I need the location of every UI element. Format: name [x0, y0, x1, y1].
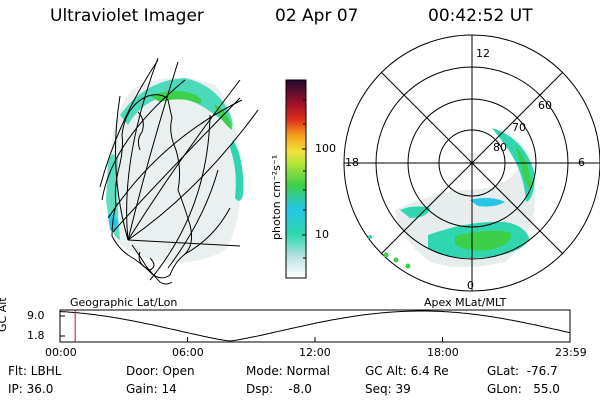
info-gcalt: GC Alt: 6.4 Re — [365, 364, 449, 378]
date-label: 02 Apr 07 — [275, 6, 359, 26]
info-dsp: Dsp: -8.0 — [246, 382, 312, 396]
mlat-label-60: 60 — [538, 99, 552, 112]
colorbar-unit-label: photon cm⁻²s⁻¹ — [270, 154, 283, 240]
orbit-xtick-0: 00:00 — [45, 346, 77, 359]
auroral-haze — [108, 77, 242, 263]
info-glat: GLat: -76.7 — [487, 364, 558, 378]
orbit-xtick-4: 23:59 — [555, 346, 587, 359]
time-label: 00:42:52 UT — [428, 6, 533, 26]
aurora-bright-north — [150, 90, 202, 104]
geo-graticule — [99, 57, 259, 281]
info-mode: Mode: Normal — [246, 364, 330, 378]
orbit-x-ticks — [59, 337, 571, 342]
mlt-label-6: 6 — [578, 156, 585, 169]
orbit-xtick-1: 06:00 — [172, 346, 204, 359]
info-gain: Gain: 14 — [126, 382, 177, 396]
colorbar-tick-100: 100 — [315, 142, 336, 155]
orbit-ytick-1.8: 1.8 — [27, 329, 45, 342]
mlt-label-18: 18 — [345, 156, 359, 169]
polar-plot — [343, 34, 600, 292]
geo-panel-label: Geographic Lat/Lon — [70, 296, 178, 309]
orbit-xtick-2: 12:00 — [299, 346, 331, 359]
orbit-plot — [59, 309, 571, 343]
colorbar — [285, 79, 307, 279]
info-flt: Flt: LBHL — [8, 364, 62, 378]
aurora-bright-east — [214, 104, 232, 130]
mlat-label-70: 70 — [512, 121, 526, 134]
aurora-arc-east — [230, 140, 244, 201]
polar-aurora-dawn — [492, 128, 535, 202]
mlat-label-80: 80 — [493, 141, 507, 154]
orbit-ytick-9: 9.0 — [27, 309, 45, 322]
info-seq: Seq: 39 — [365, 382, 411, 396]
continent-outline — [111, 94, 192, 279]
mlt-label-12: 12 — [476, 47, 490, 60]
aurora-arc-north — [120, 78, 233, 128]
info-door: Door: Open — [126, 364, 195, 378]
instrument-title: Ultraviolet Imager — [50, 6, 204, 26]
geographic-map — [99, 57, 259, 285]
orbit-xtick-3: 18:00 — [427, 346, 459, 359]
polar-grid — [343, 34, 600, 292]
altitude-curve — [59, 310, 571, 342]
mlt-label-0: 0 — [467, 279, 474, 292]
colorbar-tick-10: 10 — [315, 228, 329, 241]
polar-aurora-dusk — [400, 206, 430, 218]
polar-panel-label: Apex MLat/MLT — [424, 296, 507, 309]
info-glon: GLon: 55.0 — [487, 382, 560, 396]
info-ip: IP: 36.0 — [8, 382, 54, 396]
orbit-axis-label: GC Alt — [0, 297, 9, 332]
